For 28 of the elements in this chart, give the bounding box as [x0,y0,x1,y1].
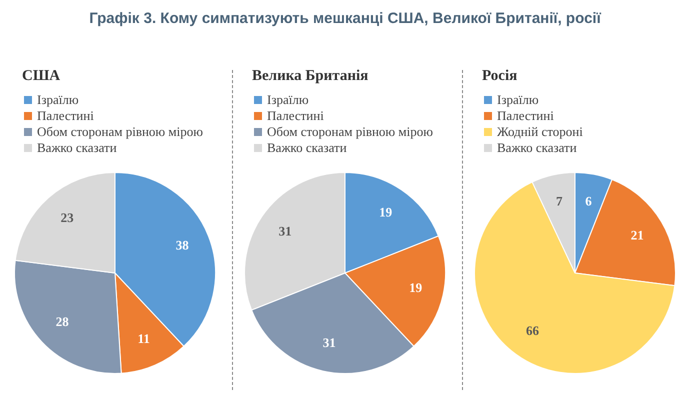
legend-label: Обом сторонам рівною мірою [36,124,204,140]
data-label: 31 [278,224,292,239]
legend-label: Важко сказати [266,140,348,156]
legend-label: Жодній стороні [496,124,584,140]
legend-label: Ізраїлю [496,92,540,108]
data-label: 11 [138,330,150,346]
chart-title: США [22,68,62,86]
data-label: 31 [322,334,336,350]
data-label: 28 [56,314,70,329]
data-label: 19 [379,204,393,220]
data-label: 6 [585,193,592,208]
legend-label: Палестині [496,108,555,124]
data-label: 23 [60,210,74,226]
data-label: 21 [630,228,644,243]
legend-label: Палестині [266,108,325,124]
text: Графік 3. Кому симпатизують мешканці США, Великої Британії, росії [88,10,602,27]
legend-label: Обом сторонам рівною мірою [266,124,434,140]
data-label: 19 [409,280,423,296]
data-label: 66 [526,322,540,338]
legend-label: Палестині [36,108,95,124]
data-label: 7 [556,194,563,209]
data-label: 38 [176,238,190,253]
chart-title: Росія [482,68,518,86]
legend-label: Важко сказати [36,140,118,156]
chart-title: Велика Британія [252,68,370,86]
legend-label: Важко сказати [496,140,578,156]
legend-label: Ізраїлю [266,92,310,108]
legend-label: Ізраїлю [36,92,80,108]
